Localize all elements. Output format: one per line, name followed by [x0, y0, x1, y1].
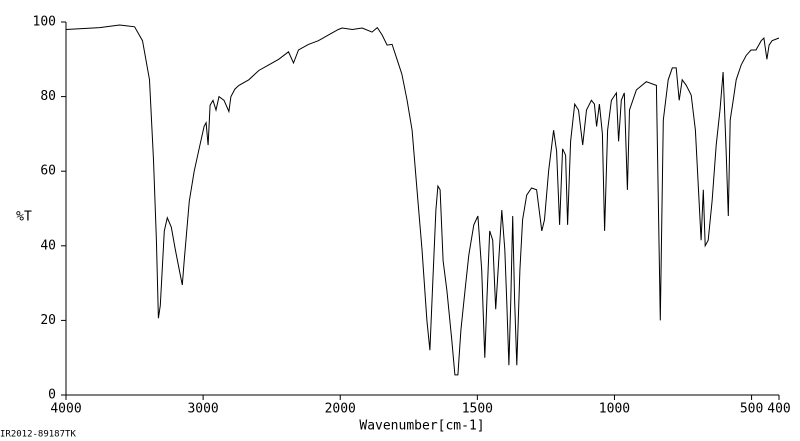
y-tick-label: 20 [40, 313, 56, 328]
y-axis-label: %T [16, 210, 32, 225]
x-tick-label: 500 [740, 402, 763, 417]
footer: IR2012-89187TK [0, 430, 76, 440]
spectrum-line [65, 24, 780, 376]
y-tick-label: 80 [40, 89, 56, 104]
x-tick-label: 2000 [325, 402, 356, 417]
y-tick-label: 0 [48, 388, 56, 403]
x-axis-label: Wavenumber[cm-1] [359, 419, 484, 434]
y-tick-label: 100 [33, 15, 56, 30]
x-tick-label: 4000 [50, 402, 81, 417]
x-tick-label: 1500 [462, 402, 493, 417]
y-tick-label: 40 [40, 238, 56, 253]
x-tick-label: 1000 [599, 402, 630, 417]
x-tick-label: 3000 [187, 402, 218, 417]
y-tick-label: 60 [40, 164, 56, 179]
x-tick-label: 400 [767, 402, 790, 417]
